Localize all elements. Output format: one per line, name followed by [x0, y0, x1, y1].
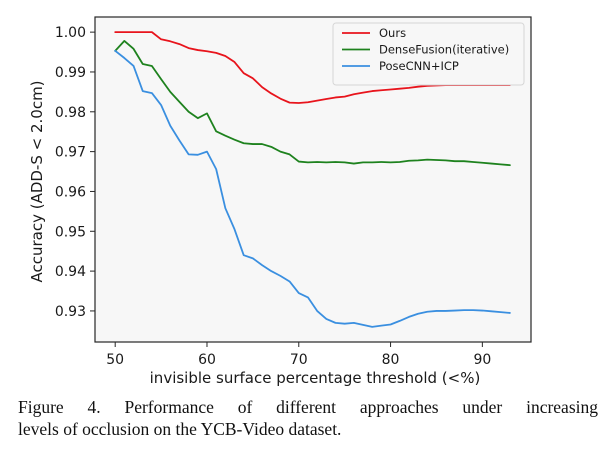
legend-label: Ours: [379, 26, 406, 40]
caption-line-2: levels of occlusion on the YCB-Video dat…: [18, 419, 342, 439]
y-axis-label: Accuracy (ADD-S < 2.0cm): [28, 80, 46, 282]
series-line-posecnn-icp: [114, 49, 511, 328]
x-axis-label: invisible surface percentage threshold (…: [150, 369, 481, 387]
x-tick-label: 90: [473, 352, 491, 368]
y-tick-label: 1.00: [55, 25, 86, 41]
plot-frame: [94, 16, 532, 343]
y-tick-label: 0.98: [55, 105, 86, 121]
y-tick-label: 0.94: [55, 264, 86, 280]
y-tick-label: 0.95: [55, 224, 86, 240]
caption-line-1: Figure 4. Performance of different appro…: [18, 397, 598, 417]
x-tick-label: 80: [382, 352, 400, 368]
x-tick-label: 60: [198, 352, 216, 368]
figure-caption: Figure 4. Performance of different appro…: [18, 396, 598, 440]
x-axis: 50 60 70 80 90: [106, 342, 491, 368]
legend-label: PoseCNN+ICP: [379, 59, 459, 73]
y-tick-label: 0.93: [55, 304, 86, 320]
y-tick-label: 0.99: [55, 65, 86, 81]
legend-box: [332, 22, 525, 86]
legend-label: DenseFusion(iterative): [379, 43, 509, 57]
y-tick-label: 0.96: [55, 184, 86, 200]
chart: 50 60 70 80 90 0.93 0.94 0.95 0.96 0.97 0.98 0.99 1…: [28, 16, 532, 387]
x-tick-label: 50: [106, 352, 124, 368]
x-tick-label: 70: [290, 352, 308, 368]
legend: Ours DenseFusion(iterative) PoseCNN+ICP: [332, 22, 525, 86]
series-line-densefusion-iterative: [114, 40, 511, 167]
y-tick-label: 0.97: [55, 145, 86, 161]
y-axis: 0.93 0.94 0.95 0.96 0.97 0.98 0.99 1.00: [55, 25, 95, 320]
